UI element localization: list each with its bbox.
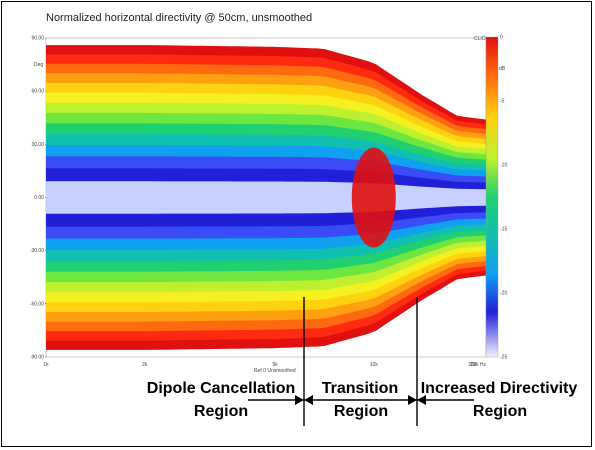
y-tick-label: 0.00	[34, 195, 44, 201]
y-tick-label: 90.00	[31, 36, 44, 42]
colorbar-tick-label: -25	[500, 355, 507, 361]
colorbar-header: CLIO	[474, 36, 486, 42]
x-tick-label: 20k	[468, 362, 477, 368]
y-tick-label: 30.00	[31, 142, 44, 148]
region-label-transition: Transition	[322, 380, 398, 397]
y-unit-label: Deg	[34, 62, 43, 68]
arrow-head	[408, 395, 417, 405]
colorbar-tick-label: -5	[500, 99, 505, 105]
x-tick-label: 1k	[43, 362, 49, 368]
x-tick-label: 5k	[272, 362, 278, 368]
directivity-bands	[46, 45, 486, 350]
y-tick-label: -60.00	[30, 301, 44, 307]
region-label-directivity-line2: Region	[473, 403, 527, 420]
directivity-core	[351, 147, 396, 248]
colorbar-tick-label: 0	[500, 35, 503, 41]
colorbar-tick-label: -20	[500, 291, 507, 297]
colorbar-ticks: 0 -5 -10 -15 -20 -25	[500, 35, 507, 361]
region-label-directivity: Increased Directivity	[421, 380, 578, 397]
chart-title: Normalized horizontal directivity @ 50cm…	[46, 12, 313, 24]
x-tick-label: 2k	[142, 362, 148, 368]
arrow-head	[304, 395, 313, 405]
y-tick-label: -30.00	[30, 248, 44, 254]
colorbar-tick-label: -10	[500, 163, 507, 169]
region-label-dipole: Dipole Cancellation	[147, 380, 295, 397]
x-axis-caption: Ref 0 Unsmoothed	[254, 368, 296, 374]
y-tick-label: 60.00	[31, 89, 44, 95]
colorbar-tick-label: -15	[500, 227, 507, 233]
region-annotations: Dipole Cancellation Region Transition Regio…	[147, 297, 578, 426]
region-label-dipole-line2: Region	[194, 403, 248, 420]
x-tick-label: 22k Hz	[470, 362, 486, 368]
colorbar-unit: dB	[499, 66, 506, 72]
y-axis: 90.00 60.00 30.00 0.00 -30.00 -60.00 -90.00	[30, 36, 47, 361]
arrow-head	[295, 395, 304, 405]
colorbar	[485, 36, 499, 358]
arrow-head	[417, 395, 426, 405]
y-tick-label: -90.00	[30, 355, 44, 361]
x-tick-label: 10k	[370, 362, 379, 368]
region-label-transition-line2: Region	[334, 403, 388, 420]
